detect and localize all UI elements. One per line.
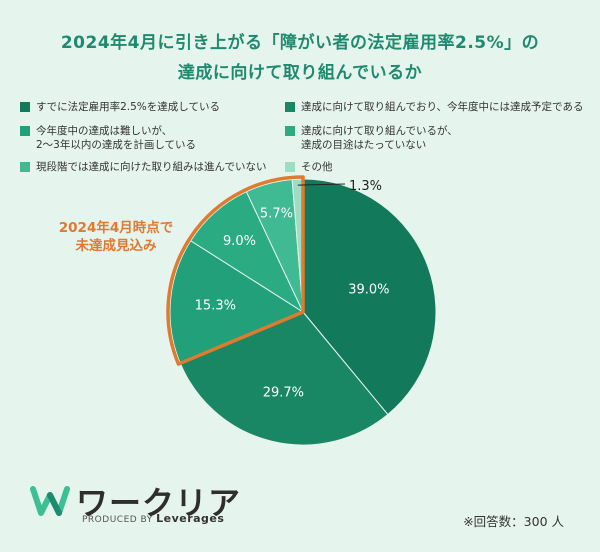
legend-swatch [20, 162, 30, 172]
legend-label: 達成に向けて取り組んでおり、今年度中には達成予定である [301, 101, 584, 113]
chart-title: 2024年4月に引き上がる「障がい者の法定雇用率2.5%」の 達成に向けて取り組… [0, 28, 600, 88]
legend-item: 現段階では達成に向けた取り組みは進んでいない [20, 160, 266, 174]
legend-item: 達成に向けて取り組んでいるが、 達成の目途はたっていない [285, 124, 458, 152]
legend-item: その他 [285, 160, 333, 174]
logo-text: ワークリア [76, 484, 242, 522]
data-label: 9.0% [223, 234, 256, 249]
legend-label: 達成に向けて取り組んでいるが、 達成の目途はたっていない [301, 125, 458, 151]
data-label: 1.3% [349, 179, 382, 194]
data-label: 5.7% [260, 206, 293, 221]
logo-w-icon [30, 486, 70, 516]
data-label: 15.3% [195, 299, 236, 314]
highlight-annotation: 2024年4月時点で [59, 219, 173, 236]
legend-swatch [20, 126, 30, 136]
legend-swatch [285, 126, 295, 136]
legend-item: 達成に向けて取り組んでおり、今年度中には達成予定である [285, 100, 583, 114]
respondent-note: ※回答数：300 人 [463, 514, 564, 529]
legend-label: すでに法定雇用率2.5%を達成している [36, 101, 220, 113]
highlight-annotation: 未達成見込み [76, 237, 157, 254]
pie-slice [179, 311, 389, 446]
legend-label: 今年度中の達成は難しいが、 2〜3年以内の達成を計画している [36, 125, 197, 151]
data-label: 29.7% [263, 386, 304, 401]
logo: ワークリア [30, 478, 241, 524]
highlight-outline [166, 175, 305, 366]
produced-by: PRODUCED BY Leverages [82, 512, 224, 525]
pie-slice [169, 240, 305, 364]
legend-item: すでに法定雇用率2.5%を達成している [20, 100, 220, 114]
legend-swatch [285, 102, 295, 112]
legend-label: その他 [301, 161, 333, 173]
chart-title-line-1: 2024年4月に引き上がる「障がい者の法定雇用率2.5%」の [60, 33, 540, 53]
produced-by-text: PRODUCED BY [82, 515, 153, 525]
chart-title-line-2: 達成に向けて取り組んでいるか [177, 63, 423, 83]
legend-item: 今年度中の達成は難しいが、 2〜3年以内の達成を計画している [20, 124, 196, 152]
data-label: 39.0% [348, 282, 389, 297]
legend-swatch [285, 162, 295, 172]
legend-label: 現段階では達成に向けた取り組みは進んでいない [36, 161, 267, 173]
brand-name: Leverages [156, 512, 225, 525]
callout-line [297, 183, 346, 186]
legend-swatch [20, 102, 30, 112]
pie-slice [302, 178, 437, 416]
